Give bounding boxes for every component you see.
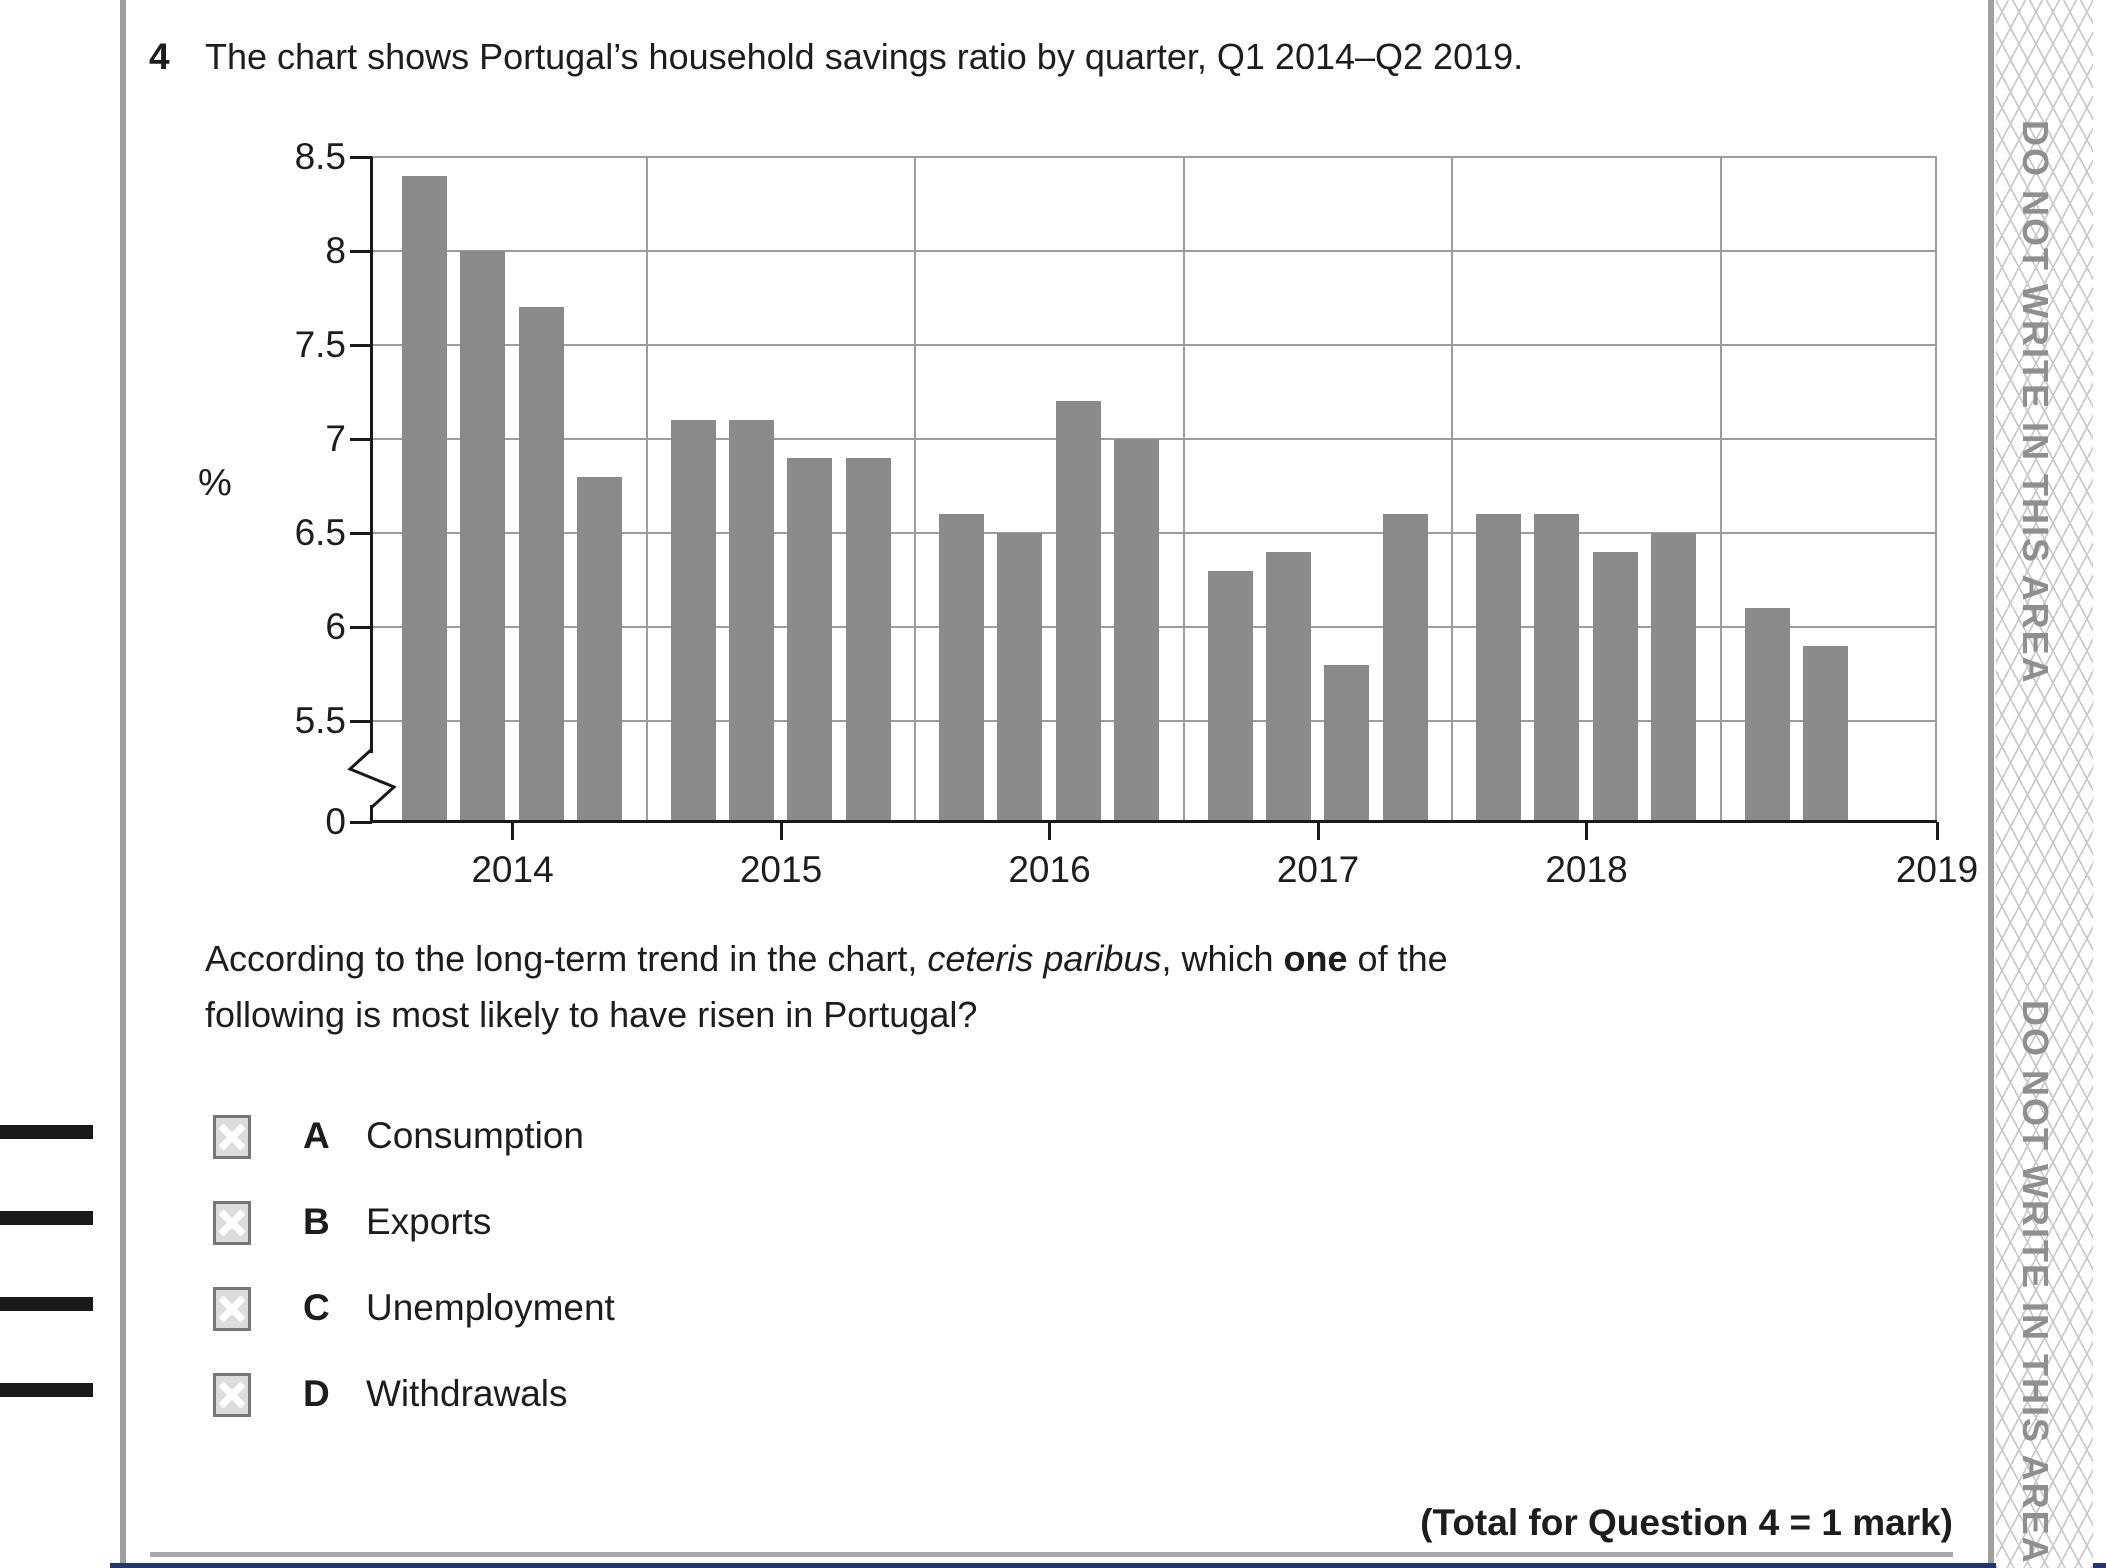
option-label-c: Unemployment [366,1287,615,1328]
gridline-h [372,250,1937,252]
x-tick [1316,822,1320,840]
y-tick-label: 0 [325,801,346,842]
y-tick-label: 5.5 [294,700,346,741]
x-year-label: 2014 [471,849,554,890]
binding-mark [0,1211,93,1225]
x-tick [1048,822,1051,840]
option-label-d: Withdrawals [366,1373,568,1414]
bar-q4-2015 [845,457,891,822]
option-letter-a: A [303,1115,330,1156]
answer-checkbox-c[interactable] [213,1287,251,1331]
bar-q2-2016 [997,533,1043,822]
answer-checkbox-d[interactable] [213,1373,251,1417]
bar-q3-2018 [1592,551,1638,822]
bar-q4-2016 [1114,439,1160,822]
bar-q1-2019 [1744,608,1790,822]
y-tick-label: 7 [325,418,346,459]
bar-q1-2018 [1476,514,1521,822]
gridline-v [1719,157,1722,822]
binding-mark [0,1125,93,1139]
bar-q4-2017 [1382,514,1428,822]
bar-q1-2014 [402,175,447,822]
y-tick [350,625,372,629]
x-year-label: 2016 [1008,849,1091,890]
y-tick-label: 8 [325,230,346,271]
y-tick [350,820,372,824]
y-tick [350,155,372,159]
bar-q3-2015 [787,457,833,822]
x-mark-icon [218,1295,246,1323]
x-year-label: 2019 [1895,849,1979,890]
bar-q2-2015 [728,420,774,822]
x-mark-icon [218,1209,246,1237]
binding-mark [0,1383,93,1397]
y-tick-label: 6.5 [294,512,346,553]
answer-checkbox-b[interactable] [213,1201,251,1245]
answer-checkbox-a[interactable] [213,1115,251,1159]
gridline-v [1182,157,1185,822]
x-mark-icon [218,1381,246,1409]
x-mark-icon [218,1123,246,1151]
x-tick [511,822,514,840]
y-tick [350,531,372,535]
x-tick [779,822,783,840]
right-margin-rule [1988,0,1994,1568]
do-not-write-strip: DO NOT WRITE IN THIS AREA DO NOT WRITE I… [1996,0,2093,1568]
y-axis-line [370,157,373,753]
option-letter-b: B [303,1201,330,1242]
bar-q2-2019 [1802,645,1848,822]
plot-right-edge [1935,157,1937,822]
gridline-v [645,157,648,822]
bar-q2-2018 [1534,514,1580,822]
gridline-h [372,344,1937,346]
bar-q1-2015 [670,420,716,822]
question-title: The chart shows Portugal’s household sav… [205,36,1524,77]
x-tick [1585,822,1588,840]
bar-q1-2016 [939,514,984,822]
y-tick-label: 6 [325,606,346,647]
total-marks-label: (Total for Question 4 = 1 mark) [1420,1502,1953,1543]
bar-q2-2017 [1265,551,1311,822]
option-letter-d: D [303,1373,330,1414]
gridline-v [914,157,917,822]
page-bottom-rule [110,1563,2106,1568]
x-axis-line [370,820,1937,823]
gridline-h [372,156,1937,158]
footer-rule [150,1552,1953,1557]
question-prompt-line: According to the long-term trend in the … [205,938,1448,979]
y-axis-unit-label: % [198,462,232,504]
option-label-b: Exports [366,1201,492,1242]
y-tick-label: 7.5 [294,324,346,365]
y-axis-line [370,805,373,822]
question-prompt: According to the long-term trend in the … [205,938,1448,1050]
option-label-a: Consumption [366,1115,585,1156]
y-tick [350,719,372,723]
bar-q3-2017 [1324,664,1370,822]
x-tick [1935,822,1939,840]
gridline-v [1451,157,1454,822]
bar-q4-2014 [577,476,623,822]
x-year-label: 2017 [1276,849,1360,890]
bar-q3-2014 [518,307,564,822]
x-year-label: 2015 [739,849,823,890]
bar-q1-2017 [1207,570,1253,822]
y-tick-label: 8.5 [294,136,346,177]
binding-mark [0,1297,93,1311]
bar-q3-2016 [1055,401,1101,822]
bar-q2-2014 [460,251,506,822]
do-not-write-text: DO NOT WRITE IN THIS AREA [2015,120,2056,685]
axis-break-icon [347,747,397,809]
left-margin-rule [120,0,126,1568]
y-tick [350,249,372,253]
question-number: 4 [149,36,170,77]
y-tick [350,437,372,441]
question-prompt-line: following is most likely to have risen i… [205,994,978,1035]
bar-q4-2018 [1651,533,1697,822]
do-not-write-text: DO NOT WRITE IN THIS AREA [2015,1000,2056,1565]
y-tick [350,343,372,347]
option-letter-c: C [303,1287,330,1328]
x-year-label: 2018 [1545,849,1628,890]
